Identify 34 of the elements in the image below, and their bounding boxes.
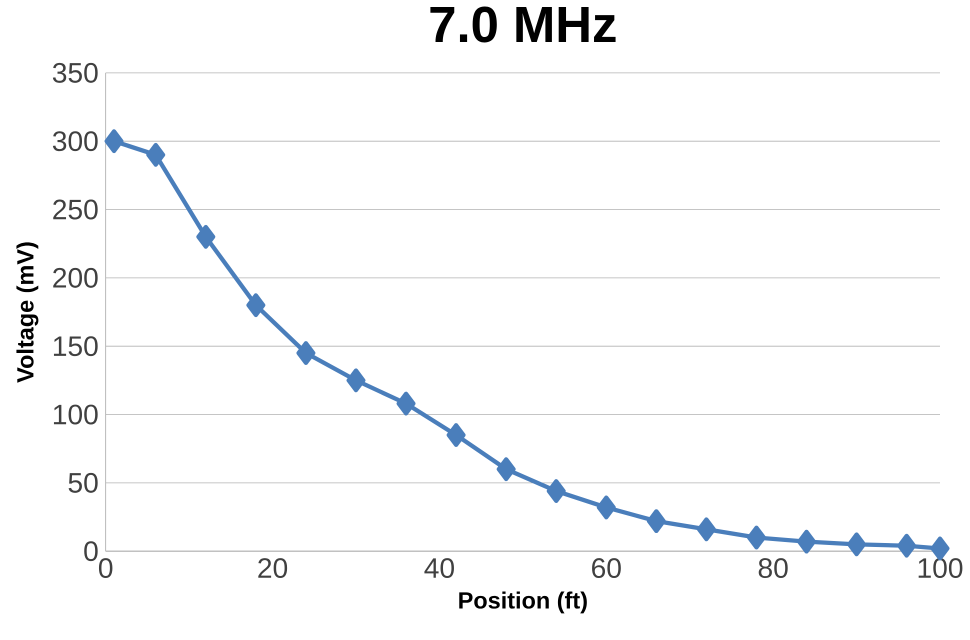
point bbox=[196, 224, 216, 249]
point bbox=[446, 423, 466, 447]
x-tick-label: 60 bbox=[592, 558, 621, 578]
y-tick-label: 300 bbox=[52, 131, 98, 152]
y-tick-label: 50 bbox=[68, 472, 98, 493]
x-tick-label: 40 bbox=[424, 558, 454, 578]
y-tick-label: 100 bbox=[54, 404, 98, 424]
point bbox=[746, 526, 766, 550]
point bbox=[596, 495, 616, 520]
point bbox=[296, 341, 316, 365]
point bbox=[346, 368, 366, 392]
point bbox=[696, 517, 716, 542]
point bbox=[396, 392, 416, 416]
chart-title: 7.0 MHz bbox=[430, 6, 616, 42]
y-tick-label: 150 bbox=[54, 336, 98, 356]
point bbox=[146, 142, 166, 167]
x-tick-label: 20 bbox=[258, 558, 288, 578]
point bbox=[897, 534, 916, 558]
point bbox=[104, 129, 124, 154]
y-axis-title: Voltage (mV) bbox=[16, 242, 38, 383]
y-tick-label: 0 bbox=[84, 541, 98, 562]
x-tick-label: 100 bbox=[918, 558, 962, 578]
point bbox=[847, 532, 866, 556]
y-tick-label: 200 bbox=[53, 268, 98, 288]
y-tick-label: 250 bbox=[53, 199, 98, 220]
x-tick-label: 0 bbox=[98, 558, 112, 578]
x-axis-title: Position (ft) bbox=[459, 591, 587, 614]
y-tick-label: 350 bbox=[52, 62, 98, 83]
point bbox=[546, 479, 566, 503]
point bbox=[646, 509, 666, 533]
point bbox=[797, 530, 816, 554]
x-tick-label: 80 bbox=[758, 558, 788, 578]
point bbox=[246, 293, 266, 318]
point bbox=[496, 457, 516, 482]
